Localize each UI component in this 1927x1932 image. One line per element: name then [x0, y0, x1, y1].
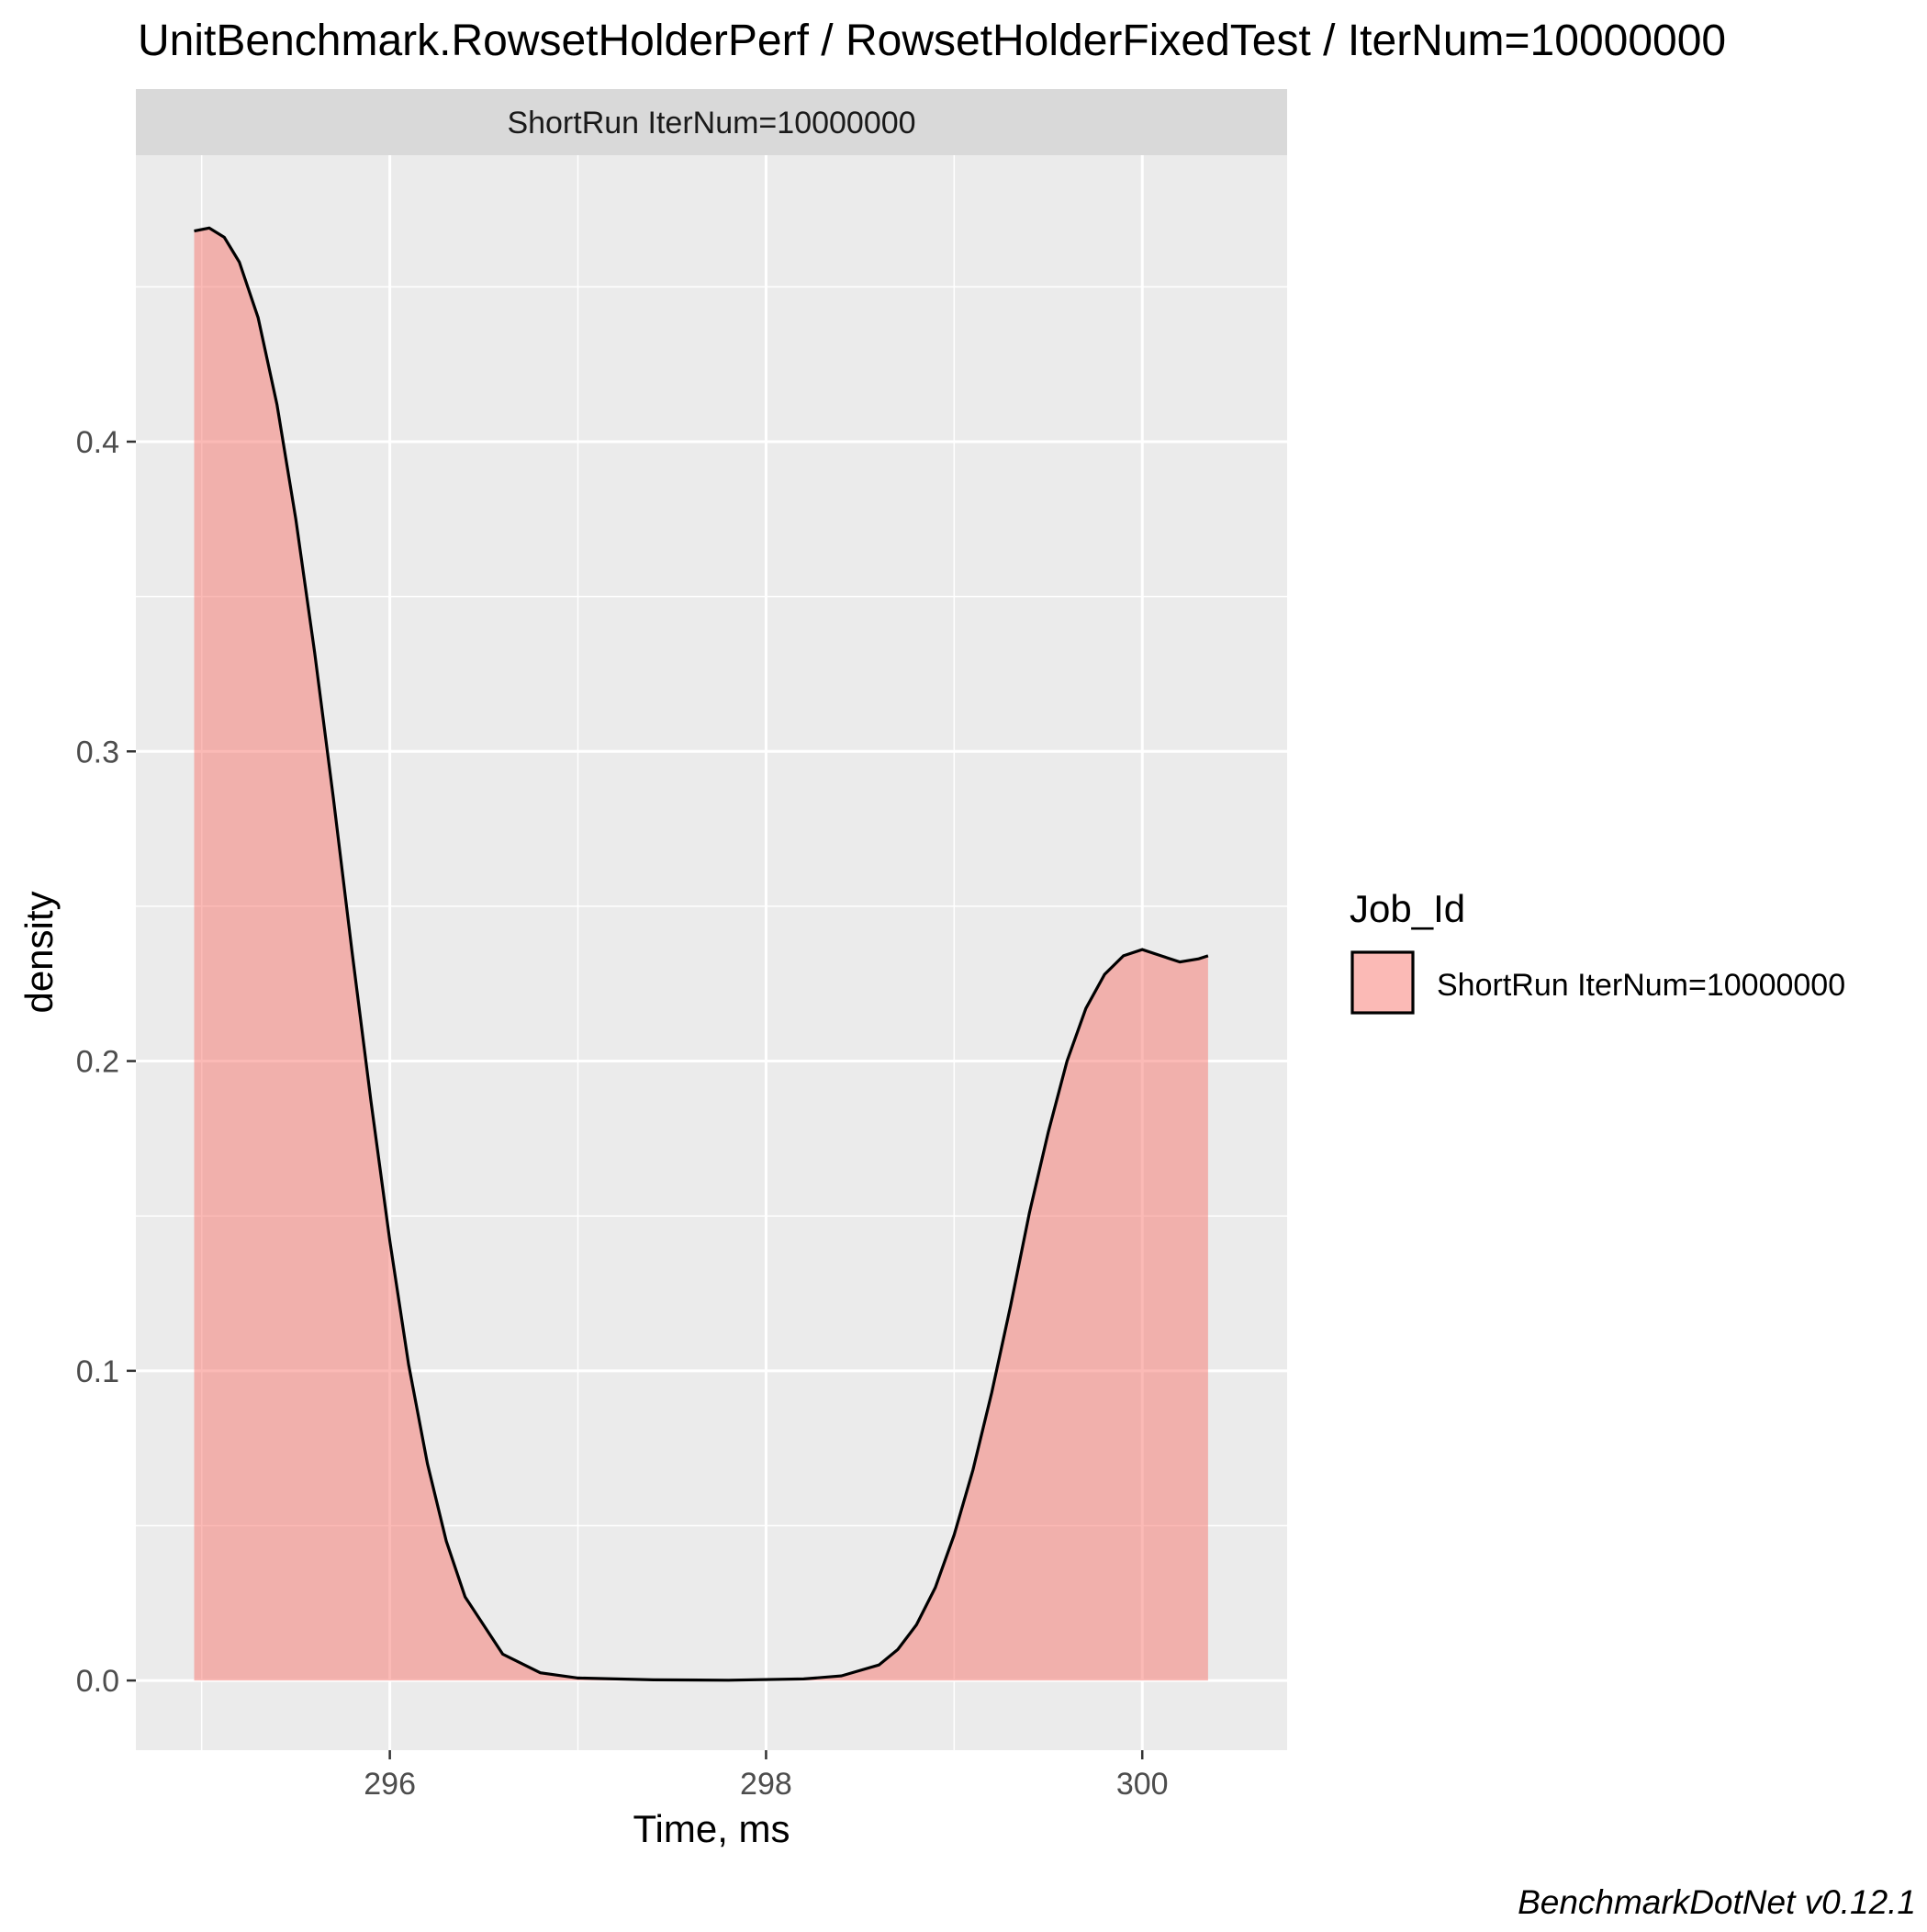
facet-strip [136, 89, 1287, 155]
y-tick-label: 0.4 [76, 425, 119, 460]
x-axis-label: Time, ms [633, 1807, 790, 1850]
x-axis: 296 298 300 [364, 1750, 1169, 1802]
density-curve [194, 226, 1209, 1682]
y-tick-label: 0.3 [76, 735, 119, 769]
x-tick-label: 300 [1116, 1767, 1169, 1802]
x-tick-label: 298 [740, 1767, 792, 1802]
footer-caption: BenchmarkDotNet v0.12.1 [1518, 1883, 1916, 1921]
legend: Job_Id ShortRun IterNum=10000000 [1350, 887, 1845, 1015]
chart-title: UnitBenchmark.RowsetHolderPerf / RowsetH… [138, 17, 1726, 65]
legend-key [1350, 950, 1415, 1015]
facet-label: ShortRun IterNum=10000000 [507, 106, 915, 140]
legend-title: Job_Id [1350, 887, 1465, 930]
y-tick-label: 0.2 [76, 1045, 119, 1080]
y-tick-label: 0.0 [76, 1664, 119, 1699]
x-tick-label: 296 [364, 1767, 416, 1802]
y-axis: 0.0 0.1 0.2 0.3 0.4 [76, 425, 136, 1699]
y-tick-label: 0.1 [76, 1354, 119, 1389]
y-axis-label: density [17, 891, 61, 1013]
legend-entry-label: ShortRun IterNum=10000000 [1437, 968, 1845, 1003]
density-area [194, 228, 1208, 1681]
